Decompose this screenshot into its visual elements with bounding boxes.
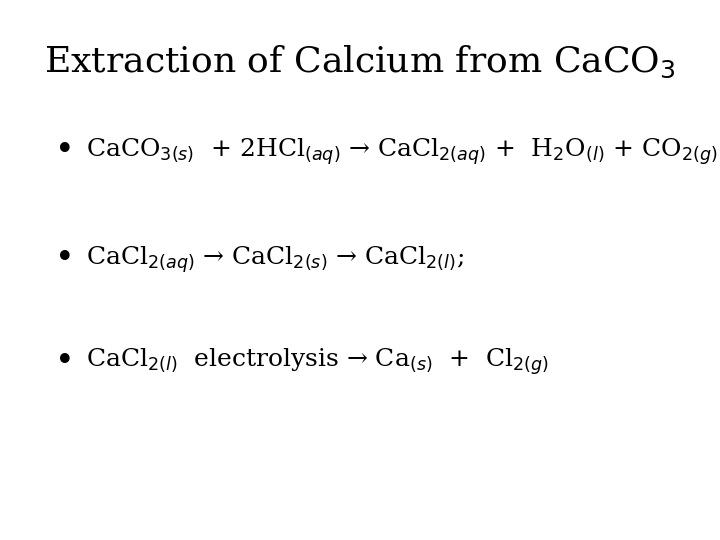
Text: CaCO$_{3(s)}$  + 2HCl$_{(aq)}$ → CaCl$_{2(aq)}$ +  H$_2$O$_{(l)}$ + CO$_{2(g)}$;: CaCO$_{3(s)}$ + 2HCl$_{(aq)}$ → CaCl$_{2… (86, 136, 720, 166)
Text: CaCl$_{2(l)}$  electrolysis → Ca$_{(s)}$  +  Cl$_{2(g)}$: CaCl$_{2(l)}$ electrolysis → Ca$_{(s)}$ … (86, 347, 549, 377)
Text: •: • (55, 346, 75, 378)
Text: •: • (55, 135, 75, 167)
Text: Extraction of Calcium from CaCO$_3$: Extraction of Calcium from CaCO$_3$ (44, 44, 676, 80)
Text: CaCl$_{2(aq)}$ → CaCl$_{2(s)}$ → CaCl$_{2(l)}$;: CaCl$_{2(aq)}$ → CaCl$_{2(s)}$ → CaCl$_{… (86, 244, 464, 274)
Text: •: • (55, 243, 75, 275)
